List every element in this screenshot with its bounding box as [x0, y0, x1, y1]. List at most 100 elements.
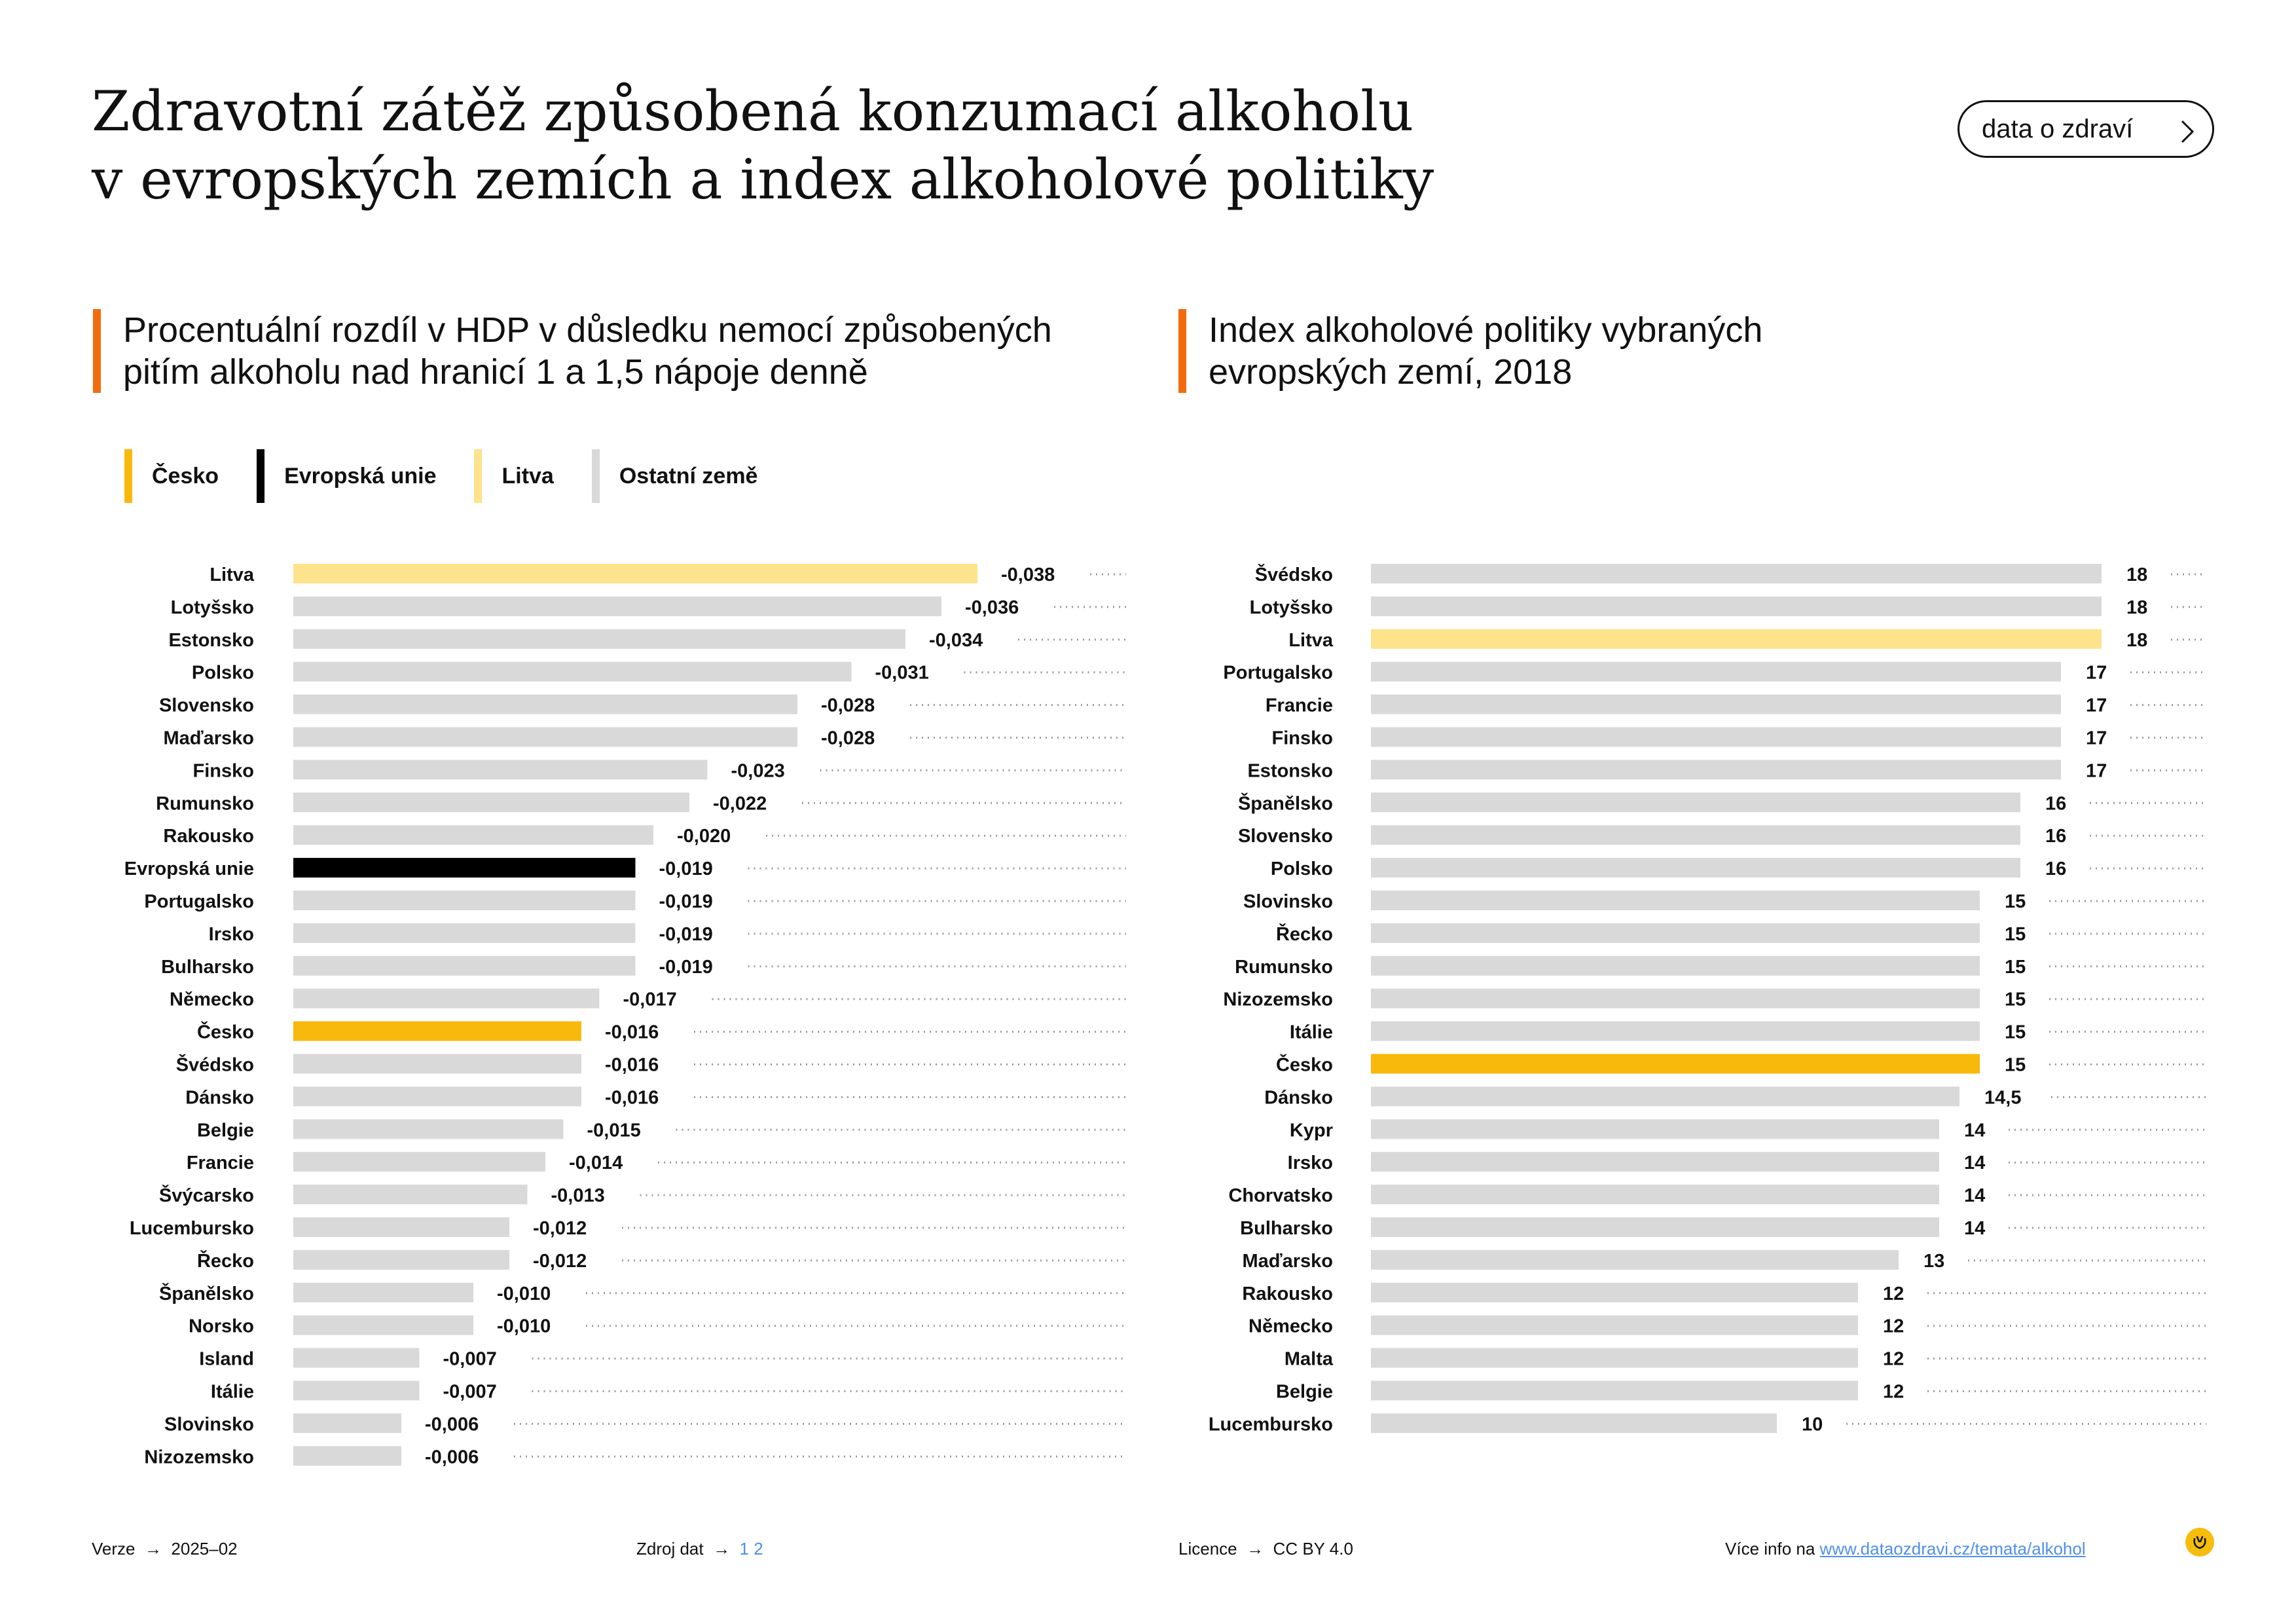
policy-value-label-finsko: 17: [2086, 728, 2107, 749]
gdp-bar-madarsko: [293, 727, 797, 747]
policy-category-label-svedsko: Švédsko: [1255, 563, 1333, 585]
gdp-value-label-belgie: -0,015: [587, 1120, 641, 1141]
policy-category-label-bulharsko: Bulharsko: [1240, 1218, 1333, 1239]
policy-bar-malta: [1371, 1348, 1858, 1368]
gdp-bar-italie: [293, 1380, 420, 1401]
policy-bar-rakousko: [1371, 1282, 1858, 1302]
legend-swatch-evropska-unie: [257, 449, 265, 503]
gdp-category-label-slovinsko: Slovinsko: [164, 1414, 254, 1435]
policy-bar-portugalsko: [1371, 661, 2061, 682]
gdp-bar-cesko: [293, 1021, 581, 1041]
policy-category-label-rakousko: Rakousko: [1242, 1283, 1333, 1304]
gdp-value-label-nemecko: -0,017: [623, 989, 677, 1010]
gdp-category-label-slovensko: Slovensko: [159, 695, 254, 716]
policy-bar-spanelsko: [1371, 792, 2020, 813]
gdp-value-label-svedsko: -0,016: [605, 1055, 659, 1076]
gdp-value-label-slovensko: -0,028: [821, 695, 875, 716]
gdp-category-label-recko: Řecko: [197, 1249, 254, 1272]
policy-category-label-portugalsko: Portugalsko: [1223, 663, 1333, 684]
policy-bar-rumunsko: [1371, 955, 1980, 976]
chevron-right-icon: [2181, 120, 2195, 143]
policy-value-label-nizozemsko: 15: [2005, 989, 2026, 1010]
gdp-category-label-lucembursko: Lucembursko: [130, 1218, 254, 1239]
gdp-value-label-rumunsko: -0,022: [713, 793, 767, 814]
gdp-bar-spanelsko: [293, 1282, 473, 1302]
policy-bar-bulharsko: [1371, 1217, 1939, 1237]
gdp-category-label-dansko: Dánsko: [185, 1087, 254, 1108]
gdp-value-label-francie: -0,014: [569, 1153, 623, 1173]
gdp-category-label-litva: Litva: [210, 564, 255, 585]
policy-bar-litva: [1371, 629, 2102, 649]
policy-value-label-kypr: 14: [1964, 1120, 1985, 1141]
main-title: Zdravotní zátěž způsobená konzumací alko…: [92, 77, 1434, 213]
gdp-bar-bulharsko: [293, 955, 636, 976]
policy-value-label-portugalsko: 17: [2086, 663, 2107, 684]
policy-category-label-chorvatsko: Chorvatsko: [1228, 1185, 1333, 1206]
policy-bar-irsko: [1371, 1152, 1939, 1172]
gdp-bar-irsko: [293, 923, 636, 943]
policy-category-label-polsko: Polsko: [1271, 858, 1333, 879]
gdp-bar-rakousko: [293, 825, 653, 845]
policy-value-label-malta: 12: [1883, 1349, 1904, 1370]
gdp-bar-svycarsko: [293, 1185, 528, 1205]
policy-category-label-lotyssko: Lotyšsko: [1250, 597, 1333, 618]
footer-version-value: 2025–02: [171, 1539, 238, 1559]
policy-category-label-finsko: Finsko: [1272, 728, 1333, 749]
legend-label-evropska-unie: Evropská unie: [284, 463, 437, 489]
gdp-category-label-bulharsko: Bulharsko: [161, 957, 254, 978]
policy-category-label-recko: Řecko: [1276, 923, 1333, 945]
policy-category-label-irsko: Irsko: [1288, 1153, 1333, 1173]
footer-source-link-1[interactable]: 1: [739, 1539, 749, 1559]
policy-category-label-litva: Litva: [1288, 630, 1334, 651]
policy-index-chart-title-line-1: Index alkoholové politiky vybraných: [1209, 310, 1763, 350]
gdp-bar-portugalsko: [293, 891, 636, 910]
policy-value-label-recko: 15: [2005, 924, 2026, 945]
footer-source-link-2[interactable]: 2: [754, 1539, 763, 1559]
gdp-bar-estonsko: [293, 629, 905, 649]
arrow-right-icon: →: [139, 1539, 167, 1559]
footer-version: Verze → 2025–02: [92, 1539, 238, 1559]
data-o-zdravi-button[interactable]: data o zdraví: [1958, 100, 2214, 158]
policy-category-label-slovinsko: Slovinsko: [1243, 891, 1333, 912]
policy-bar-dansko: [1371, 1086, 1959, 1107]
gdp-category-label-svedsko: Švédsko: [176, 1054, 254, 1076]
policy-category-label-francie: Francie: [1266, 695, 1333, 716]
footer-more-link[interactable]: www.dataozdravi.cz/temata/alkohol: [1819, 1539, 2086, 1559]
policy-value-label-svedsko: 18: [2126, 564, 2147, 585]
gdp-bar-francie: [293, 1152, 545, 1172]
policy-value-label-francie: 17: [2086, 695, 2107, 716]
legend-swatch-cesko: [124, 449, 132, 503]
policy-category-label-rumunsko: Rumunsko: [1235, 957, 1333, 978]
gdp-value-label-lucembursko: -0,012: [533, 1218, 587, 1239]
gdp-bar-slovensko: [293, 694, 797, 714]
gdp-bar-polsko: [293, 661, 852, 682]
policy-bar-francie: [1371, 694, 2061, 714]
policy-bar-lucembursko: [1371, 1413, 1777, 1433]
policy-bar-svedsko: [1371, 564, 2102, 583]
policy-category-label-nemecko: Německo: [1248, 1316, 1333, 1337]
gdp-category-label-lotyssko: Lotyšsko: [171, 597, 254, 618]
gdp-value-label-portugalsko: -0,019: [659, 891, 713, 912]
legend-label-litva: Litva: [501, 463, 554, 489]
gdp-bar-recko: [293, 1249, 509, 1270]
arrow-right-icon: →: [1241, 1539, 1269, 1559]
policy-bar-slovensko: [1371, 825, 2020, 845]
legend-item-cesko: Česko: [124, 449, 219, 503]
policy-value-label-polsko: 16: [2045, 858, 2066, 879]
policy-value-label-irsko: 14: [1964, 1153, 1985, 1173]
policy-value-label-dansko: 14,5: [1984, 1087, 2021, 1108]
gdp-value-label-polsko: -0,031: [875, 663, 929, 684]
gdp-category-label-svycarsko: Švýcarsko: [159, 1184, 254, 1206]
gdp-bar-norsko: [293, 1315, 473, 1335]
chart-legend: Česko Evropská unie Litva Ostatní země: [124, 449, 795, 503]
logo-icon: [2185, 1528, 2214, 1557]
gdp-category-label-polsko: Polsko: [192, 663, 254, 684]
arrow-right-icon: →: [708, 1539, 735, 1559]
policy-value-label-italie: 15: [2005, 1022, 2026, 1043]
gdp-value-label-finsko: -0,023: [731, 760, 785, 781]
legend-item-evropska-unie: Evropská unie: [257, 449, 436, 503]
policy-value-label-nemecko: 12: [1883, 1316, 1904, 1337]
policy-value-label-cesko: 15: [2005, 1055, 2026, 1076]
policy-value-label-madarsko: 13: [1923, 1251, 1944, 1272]
